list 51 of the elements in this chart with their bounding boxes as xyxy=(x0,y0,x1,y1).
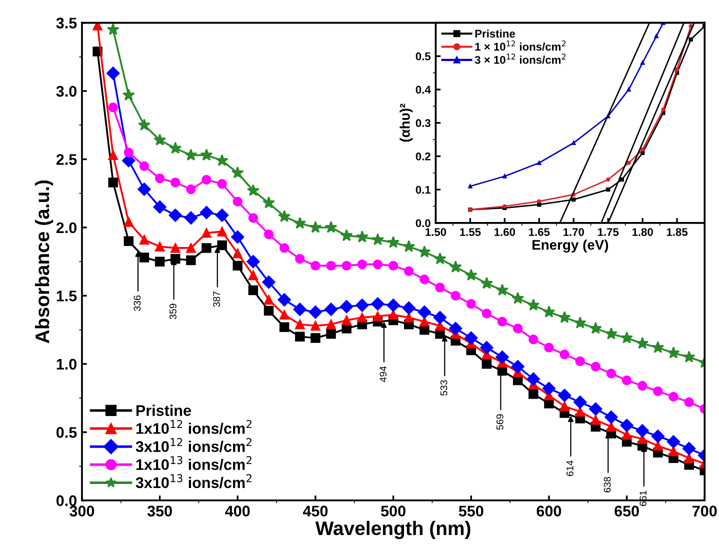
y-tick-label: 0.5 xyxy=(416,52,431,60)
x-tick-label: 600 xyxy=(536,506,562,516)
x-tick-label: 1.60 xyxy=(494,228,516,236)
y-tick-label: 1.5 xyxy=(56,290,77,302)
y-tick-label: 0.4 xyxy=(416,86,431,94)
x-tick-label: 1.75 xyxy=(598,228,619,236)
y-tick-label: 3.0 xyxy=(56,86,76,97)
annotation: 533 xyxy=(440,380,448,396)
y-tick-label: 2.0 xyxy=(56,222,76,234)
y-tick-label: 0.2 xyxy=(416,152,430,160)
x-tick-label: 1.70 xyxy=(564,228,584,236)
y-axis-title: Absorbance (a.u.) xyxy=(34,180,54,344)
x-tick-label: 1.80 xyxy=(632,228,653,236)
x-axis-title: Wavelength (nm) xyxy=(315,520,470,540)
x-tick-label: 650 xyxy=(614,506,639,516)
y-tick-label: 0.1 xyxy=(416,186,431,194)
annotation: 614 xyxy=(566,460,574,476)
y-tick-label: 0.0 xyxy=(56,495,76,506)
legend-label: Pristine xyxy=(475,29,515,38)
legend-label: 3x10$^{12}$ ions/cm$^{2}$ xyxy=(136,438,252,452)
x-tick-label: 300 xyxy=(70,506,94,517)
legend-label: 3 × 10$^{12}$ ions/cm$^{2}$ xyxy=(474,54,566,64)
legend-label: Pristine xyxy=(136,404,191,416)
annotation: 336 xyxy=(134,296,141,311)
y-tick-label: 0.5 xyxy=(56,427,77,438)
x-tick-label: 1.55 xyxy=(460,228,481,236)
x-tick-label: 700 xyxy=(692,506,717,516)
legend-label: 1x10$^{12}$ ions/cm$^{2}$ xyxy=(136,420,252,434)
annotation: 359 xyxy=(170,304,176,320)
legend-label: 3x10$^{13}$ ions/cm$^{2}$ xyxy=(136,474,252,488)
annotation: 638 xyxy=(604,477,611,492)
y-axis-title: (αhυ)² xyxy=(400,104,413,142)
y-tick-label: 0.3 xyxy=(416,119,430,128)
x-tick-label: 1.50 xyxy=(426,228,446,236)
y-tick-label: 3.5 xyxy=(56,18,77,29)
legend-label: 1x10$^{13}$ ions/cm$^{2}$ xyxy=(136,456,252,470)
annotation: 569 xyxy=(496,414,504,430)
x-tick-label: 350 xyxy=(147,506,172,517)
y-tick-label: 1.0 xyxy=(56,358,76,370)
x-tick-label: 1.85 xyxy=(666,228,688,236)
y-tick-label: 0.0 xyxy=(416,219,430,228)
annotation: 387 xyxy=(213,292,220,307)
x-tick-label: 1.65 xyxy=(529,228,550,236)
x-tick-label: 450 xyxy=(302,506,328,516)
x-tick-label: 500 xyxy=(381,506,406,516)
x-tick-label: 400 xyxy=(225,506,250,516)
annotation: 494 xyxy=(380,366,387,382)
legend-label: 1 × 10$^{12}$ ions/cm$^{2}$ xyxy=(475,40,566,51)
x-axis-title: Energy (eV) xyxy=(532,240,608,253)
y-tick-label: 2.5 xyxy=(56,154,77,165)
x-tick-label: 550 xyxy=(458,506,484,516)
